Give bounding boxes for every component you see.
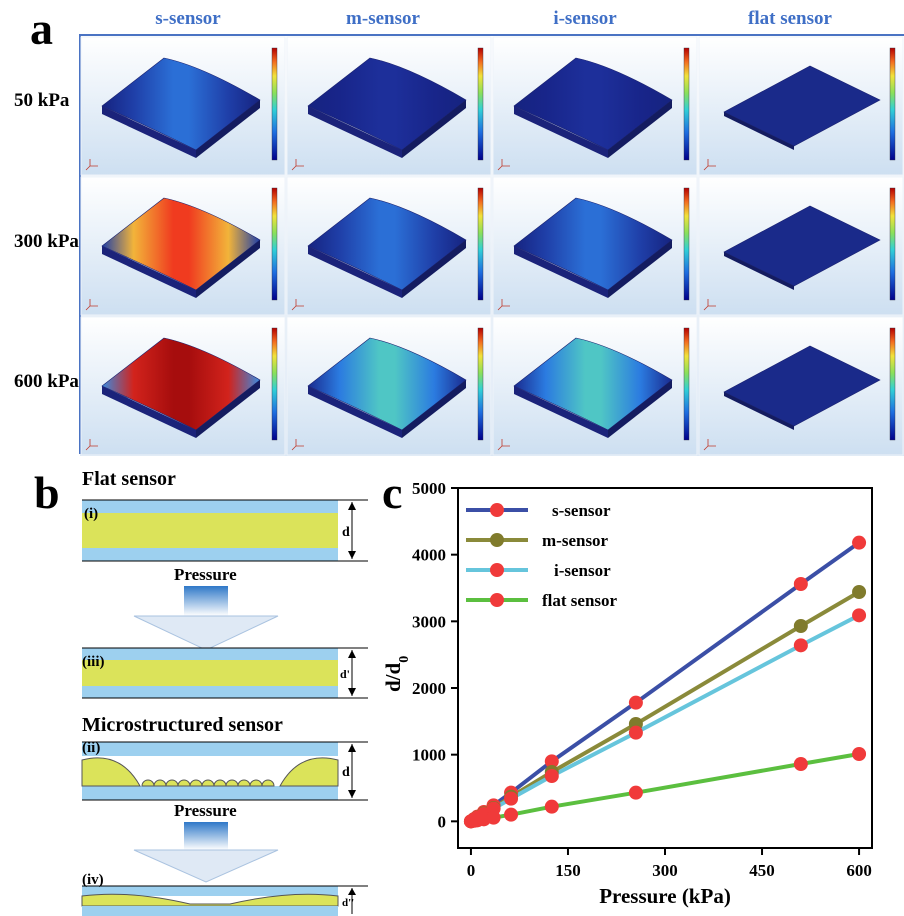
legend-label: s-sensor xyxy=(552,501,611,520)
x-axis-label: Pressure (kPa) xyxy=(599,884,731,908)
flat-sensor-compressed xyxy=(82,647,368,699)
pressure-arrow-1 xyxy=(133,586,279,651)
column-header-s-sensor: s-sensor xyxy=(155,8,221,29)
label-i: (i) xyxy=(84,506,98,522)
flat-sensor-uncompressed xyxy=(82,499,368,562)
column-header-m-sensor: m-sensor xyxy=(346,8,420,29)
column-header-flat-sensor: flat sensor xyxy=(748,8,832,29)
data-point xyxy=(852,747,867,761)
data-point xyxy=(544,754,559,769)
panel-a-left-axis xyxy=(79,34,81,454)
data-point xyxy=(852,608,867,623)
y-tick-label: 4000 xyxy=(412,546,446,565)
legend-marker xyxy=(490,503,504,517)
pressure-label-2: Pressure xyxy=(174,801,237,820)
gap-d-prime: d' xyxy=(340,667,350,681)
data-point xyxy=(544,769,559,783)
x-tick-label: 300 xyxy=(652,861,678,880)
column-header-i-sensor: i-sensor xyxy=(553,8,617,29)
data-point xyxy=(793,577,808,591)
y-tick-label: 3000 xyxy=(412,612,446,631)
pressure-arrow-2 xyxy=(133,822,279,883)
label-iii: (iii) xyxy=(82,654,105,670)
legend-label: i-sensor xyxy=(554,561,611,580)
data-point xyxy=(504,807,519,822)
y-tick-label: 1000 xyxy=(412,746,446,765)
y-tick-label: 5000 xyxy=(412,479,446,498)
row-header-600kpa: 600 kPa xyxy=(14,371,79,392)
legend-marker xyxy=(490,533,504,547)
pressure-label-1: Pressure xyxy=(174,565,237,584)
gap-d-flat: d xyxy=(342,525,350,540)
legend-marker xyxy=(490,593,504,607)
x-tick-label: 150 xyxy=(555,861,581,880)
micro-sensor-compressed xyxy=(81,885,368,916)
data-point xyxy=(486,810,501,825)
y-tick-label: 0 xyxy=(438,812,447,831)
data-point xyxy=(544,799,559,814)
schematic-diagram: (i) d Pressure (iii) d' (ii) d Pressure xyxy=(81,499,368,916)
panel-b-letter: b xyxy=(34,467,60,518)
label-iv: (iv) xyxy=(82,872,104,888)
x-tick-label: 600 xyxy=(846,861,872,880)
data-point xyxy=(793,619,808,633)
x-tick-label: 0 xyxy=(467,861,476,880)
row-header-300kpa: 300 kPa xyxy=(14,231,79,252)
simulation-image-grid xyxy=(80,36,904,456)
flat-sensor-title: Flat sensor xyxy=(82,468,176,490)
gap-d-micro: d xyxy=(342,765,350,780)
data-point xyxy=(504,791,519,806)
data-point xyxy=(628,785,643,800)
data-point xyxy=(852,535,867,550)
legend-label: m-sensor xyxy=(542,531,609,550)
micro-sensor-uncompressed xyxy=(81,741,368,801)
data-point xyxy=(628,725,643,740)
microstructured-sensor-title: Microstructured sensor xyxy=(82,714,283,736)
label-ii: (ii) xyxy=(82,740,100,756)
data-point xyxy=(793,757,808,771)
data-point xyxy=(628,695,643,710)
panel-c-letter: c xyxy=(382,467,403,518)
data-point xyxy=(852,585,867,599)
panel-a-top-axis xyxy=(80,34,904,36)
y-tick-label: 2000 xyxy=(412,679,446,698)
gap-d-double-prime: d'' xyxy=(342,897,354,909)
x-tick-label: 450 xyxy=(749,861,775,880)
row-header-50kpa: 50 kPa xyxy=(14,90,70,111)
legend-label: flat sensor xyxy=(542,591,618,610)
panel-a-letter: a xyxy=(30,3,53,54)
y-axis-label: d/d0 xyxy=(381,656,412,692)
legend-marker xyxy=(490,563,504,577)
data-point xyxy=(793,638,808,653)
pressure-response-chart: 0 1000 2000 3000 4000 5000 0 150 300 450 600 Pressu… xyxy=(381,479,873,908)
